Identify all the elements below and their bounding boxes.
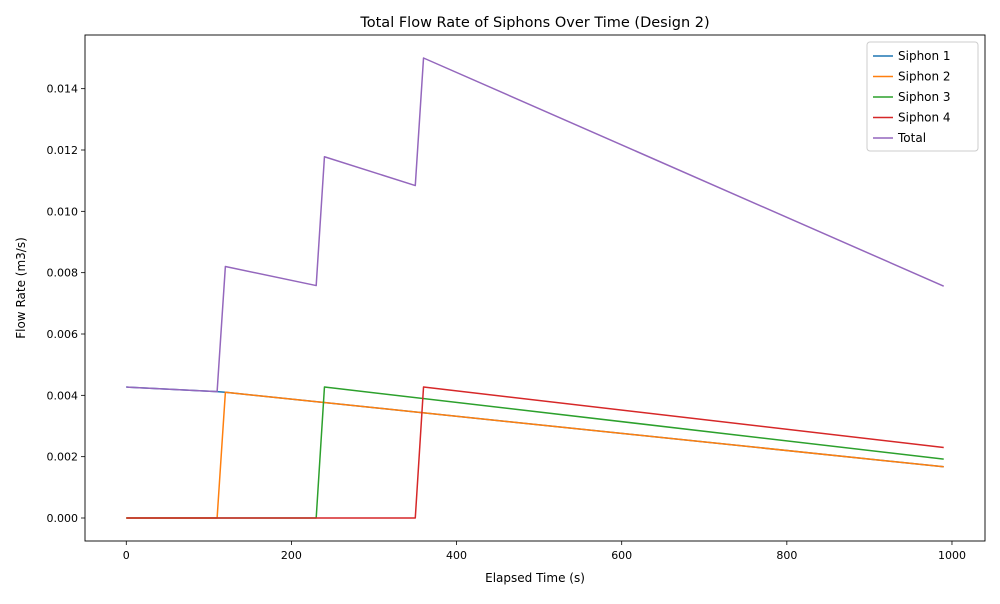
y-tick-label: 0.002 xyxy=(47,451,79,464)
series-lines xyxy=(126,57,945,519)
y-axis-ticks: 0.000 0.002 0.004 0.006 0.008 0.010 0.012 0.014 xyxy=(47,83,85,525)
x-tick-label: 1000 xyxy=(938,549,966,562)
series-line-5 xyxy=(126,57,945,393)
legend-label-5: Total xyxy=(897,131,926,145)
series-line-4 xyxy=(126,386,944,519)
x-axis-label: Elapsed Time (s) xyxy=(485,571,585,585)
y-tick-label: 0.000 xyxy=(47,512,79,525)
legend: Siphon 1 Siphon 2 Siphon 3 Siphon 4 Total xyxy=(866,41,979,152)
legend-label-3: Siphon 3 xyxy=(898,90,951,104)
legend-box xyxy=(866,41,979,152)
x-tick-label: 600 xyxy=(611,549,632,562)
y-tick-label: 0.004 xyxy=(47,389,79,402)
legend-label-4: Siphon 4 xyxy=(898,111,951,125)
legend-label-2: Siphon 2 xyxy=(898,70,951,84)
y-tick-label: 0.012 xyxy=(47,144,79,157)
x-tick-label: 200 xyxy=(281,549,302,562)
y-tick-label: 0.010 xyxy=(47,205,79,218)
legend-label-1: Siphon 1 xyxy=(898,49,951,63)
x-tick-label: 800 xyxy=(776,549,797,562)
y-axis-label: Flow Rate (m3/s) xyxy=(14,237,28,339)
y-tick-label: 0.008 xyxy=(47,267,79,280)
x-tick-label: 400 xyxy=(446,549,467,562)
y-tick-label: 0.014 xyxy=(47,83,79,96)
x-axis-ticks: 0 200 400 600 800 1000 xyxy=(123,541,966,562)
x-tick-label: 0 xyxy=(123,549,130,562)
y-tick-label: 0.006 xyxy=(47,328,79,341)
plot-frame xyxy=(84,34,986,542)
chart-title: Total Flow Rate of Siphons Over Time (De… xyxy=(359,15,709,31)
